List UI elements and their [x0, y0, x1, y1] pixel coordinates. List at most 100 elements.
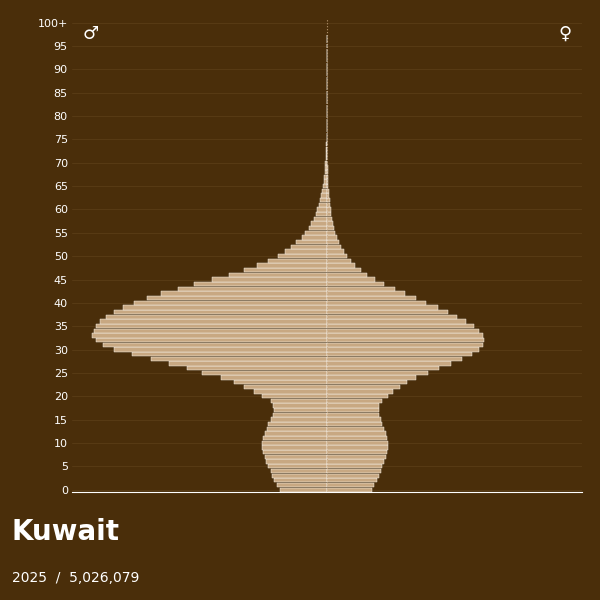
- Bar: [323, 184, 327, 188]
- Bar: [96, 324, 327, 328]
- Bar: [326, 151, 327, 155]
- Bar: [268, 422, 327, 427]
- Bar: [326, 142, 327, 146]
- Bar: [212, 277, 327, 281]
- Bar: [327, 292, 405, 296]
- Bar: [327, 338, 484, 343]
- Bar: [327, 347, 479, 352]
- Bar: [327, 450, 387, 454]
- Bar: [327, 352, 472, 356]
- Bar: [327, 403, 379, 408]
- Bar: [327, 235, 337, 239]
- Bar: [327, 184, 328, 188]
- Bar: [327, 431, 386, 436]
- Bar: [327, 376, 416, 380]
- Bar: [327, 259, 350, 263]
- Bar: [296, 240, 327, 244]
- Bar: [266, 460, 327, 464]
- Bar: [257, 263, 327, 268]
- Bar: [267, 427, 327, 431]
- Bar: [96, 338, 327, 343]
- Bar: [327, 408, 379, 412]
- Bar: [114, 347, 327, 352]
- Bar: [100, 319, 327, 323]
- Bar: [327, 319, 466, 323]
- Bar: [262, 441, 327, 445]
- Bar: [265, 431, 327, 436]
- Bar: [327, 366, 439, 370]
- Bar: [327, 315, 457, 319]
- Text: ♀: ♀: [559, 25, 572, 43]
- Bar: [308, 226, 327, 230]
- Bar: [327, 469, 380, 473]
- Bar: [305, 230, 327, 235]
- Bar: [161, 292, 327, 296]
- Bar: [320, 198, 327, 202]
- Bar: [326, 146, 327, 151]
- Bar: [327, 361, 451, 366]
- Bar: [106, 315, 327, 319]
- Bar: [327, 282, 385, 286]
- Bar: [169, 361, 327, 366]
- Bar: [244, 268, 327, 272]
- Bar: [327, 212, 331, 216]
- Bar: [302, 235, 327, 239]
- Bar: [278, 254, 327, 259]
- Bar: [280, 488, 327, 492]
- Bar: [327, 488, 371, 492]
- Bar: [327, 478, 377, 482]
- Bar: [327, 380, 407, 385]
- Bar: [268, 464, 327, 469]
- Bar: [272, 473, 327, 478]
- Bar: [123, 305, 327, 310]
- Bar: [327, 175, 328, 179]
- Bar: [327, 203, 330, 207]
- Bar: [327, 296, 416, 301]
- Bar: [290, 245, 327, 249]
- Bar: [327, 301, 427, 305]
- Bar: [319, 203, 327, 207]
- Bar: [327, 418, 380, 422]
- Bar: [327, 483, 374, 487]
- Bar: [327, 445, 388, 450]
- Bar: [321, 193, 327, 197]
- Bar: [194, 282, 327, 286]
- Bar: [202, 371, 327, 375]
- Bar: [327, 464, 382, 469]
- Bar: [263, 436, 327, 440]
- Bar: [268, 259, 327, 263]
- Bar: [132, 352, 327, 356]
- Bar: [134, 301, 327, 305]
- Bar: [327, 455, 386, 459]
- Bar: [151, 357, 327, 361]
- Bar: [92, 334, 327, 338]
- Bar: [274, 413, 327, 417]
- Bar: [327, 254, 347, 259]
- Bar: [285, 250, 327, 254]
- Bar: [147, 296, 327, 301]
- Bar: [271, 469, 327, 473]
- Bar: [327, 324, 473, 328]
- Bar: [327, 394, 388, 398]
- Bar: [327, 389, 394, 394]
- Bar: [327, 268, 361, 272]
- Bar: [327, 334, 482, 338]
- Bar: [327, 427, 385, 431]
- Bar: [327, 198, 329, 202]
- Bar: [271, 399, 327, 403]
- Bar: [327, 310, 448, 314]
- Bar: [327, 245, 341, 249]
- Bar: [327, 473, 379, 478]
- Bar: [327, 329, 479, 333]
- Bar: [327, 221, 333, 226]
- Bar: [327, 413, 379, 417]
- Bar: [323, 179, 327, 184]
- Bar: [327, 208, 331, 212]
- Bar: [327, 399, 382, 403]
- Bar: [316, 212, 327, 216]
- Bar: [327, 165, 328, 170]
- Bar: [327, 193, 329, 197]
- Bar: [262, 394, 327, 398]
- Bar: [322, 188, 327, 193]
- Bar: [327, 460, 385, 464]
